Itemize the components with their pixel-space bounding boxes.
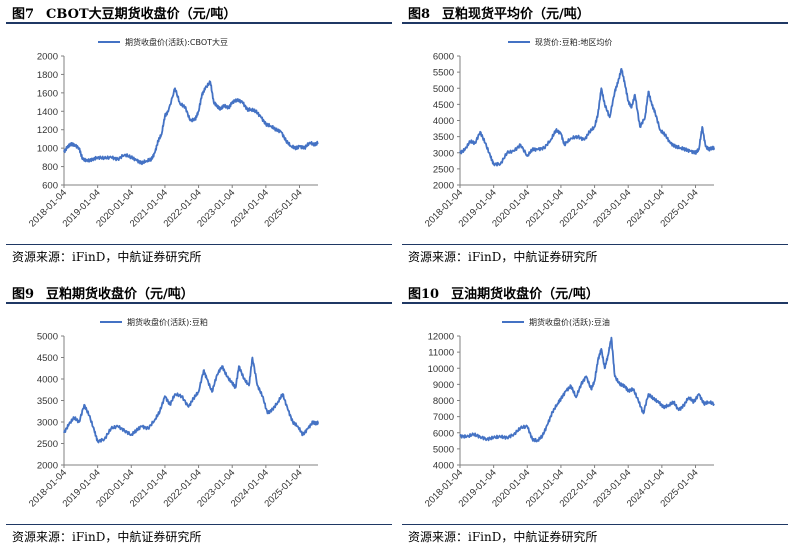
y-tick-label: 6000 — [433, 52, 454, 63]
panel-header: 图10 豆油期货收盘价（元/吨） — [402, 280, 788, 304]
legend-label: 期货收盘价(活跃):CBOT大豆 — [125, 37, 228, 47]
y-tick-label: 7000 — [433, 412, 454, 423]
y-tick-label: 1200 — [37, 125, 58, 136]
series-line — [63, 80, 319, 166]
figure-title: 豆粕现货平均价（元/吨） — [442, 7, 590, 22]
series-line — [459, 336, 715, 443]
y-tick-label: 5000 — [433, 444, 454, 455]
figure-number: 图9 — [12, 287, 35, 302]
figure-number: 图8 — [408, 7, 431, 22]
figure-number: 图10 — [408, 287, 440, 302]
y-tick-label: 5000 — [433, 84, 454, 95]
y-tick-label: 3000 — [37, 418, 58, 429]
chart-title: 图9 豆粕期货收盘价（元/吨） — [12, 283, 194, 302]
y-tick-label: 2000 — [37, 52, 58, 63]
y-tick-label: 2500 — [433, 164, 454, 175]
figure-number: 图7 — [12, 7, 35, 22]
y-tick-label: 1600 — [37, 88, 58, 99]
series-line — [459, 68, 715, 167]
y-tick-label: 1000 — [37, 144, 58, 155]
panel-header: 图9 豆粕期货收盘价（元/吨） — [6, 280, 392, 304]
chart-panel: 图8 豆粕现货平均价（元/吨） 资源来源：iFinD，中航证券研究所 2000 2500… — [396, 0, 792, 279]
y-tick-label: 5000 — [37, 332, 58, 343]
figure-title: 豆粕期货收盘价（元/吨） — [46, 287, 194, 302]
source-note: 资源来源：iFinD，中航证券研究所 — [6, 524, 392, 547]
series-line — [63, 356, 319, 444]
y-tick-label: 3500 — [37, 396, 58, 407]
y-tick-label: 8000 — [433, 396, 454, 407]
source-text: 资源来源：iFinD，中航证券研究所 — [12, 530, 202, 544]
source-text: 资源来源：iFinD，中航证券研究所 — [12, 250, 202, 264]
y-tick-label: 10000 — [428, 364, 454, 375]
source-note: 资源来源：iFinD，中航证券研究所 — [6, 244, 392, 267]
panel-header: 图8 豆粕现货平均价（元/吨） — [402, 0, 788, 24]
panel-header: 图7 CBOT大豆期货收盘价（元/吨） — [6, 0, 392, 24]
source-text: 资源来源：iFinD，中航证券研究所 — [408, 250, 598, 264]
line-chart: 6008001000120014001600180020002018-01-04… — [27, 37, 319, 229]
source-text: 资源来源：iFinD，中航证券研究所 — [408, 530, 598, 544]
source-note: 资源来源：iFinD，中航证券研究所 — [402, 244, 788, 267]
y-tick-label: 4000 — [433, 116, 454, 127]
line-chart: 2000250030003500400045005000550060002018… — [423, 37, 715, 229]
y-tick-label: 6000 — [433, 428, 454, 439]
y-tick-label: 2500 — [37, 439, 58, 450]
legend-label: 期货收盘价(活跃):豆粕 — [127, 317, 208, 327]
y-tick-label: 4000 — [37, 375, 58, 386]
y-tick-label: 4500 — [37, 353, 58, 364]
y-tick-label: 1800 — [37, 70, 58, 81]
legend-label: 现货价:豆粕:地区均价 — [535, 37, 612, 47]
figure-title: 豆油期货收盘价（元/吨） — [451, 287, 599, 302]
y-tick-label: 4000 — [433, 461, 454, 472]
chart-panel: 图7 CBOT大豆期货收盘价（元/吨） 资源来源：iFinD，中航证券研究所 600 8… — [0, 0, 396, 279]
chart-title: 图7 CBOT大豆期货收盘价（元/吨） — [12, 3, 236, 22]
y-tick-label: 800 — [42, 162, 58, 173]
y-tick-label: 12000 — [428, 332, 454, 343]
chart-title: 图8 豆粕现货平均价（元/吨） — [408, 3, 590, 22]
y-tick-label: 600 — [42, 181, 58, 192]
y-tick-label: 3000 — [433, 148, 454, 159]
y-tick-label: 5500 — [433, 68, 454, 79]
legend-label: 期货收盘价(活跃):豆油 — [529, 317, 610, 327]
y-tick-label: 2000 — [433, 181, 454, 192]
y-tick-label: 2000 — [37, 461, 58, 472]
chart-panel: 图10 豆油期货收盘价（元/吨） 资源来源：iFinD，中航证券研究所 4000 500… — [396, 280, 792, 559]
figure-title: CBOT大豆期货收盘价（元/吨） — [46, 7, 237, 22]
y-tick-label: 9000 — [433, 380, 454, 391]
y-tick-label: 3500 — [433, 132, 454, 143]
line-chart: 4000500060007000800090001000011000120002… — [423, 317, 715, 509]
source-note: 资源来源：iFinD，中航证券研究所 — [402, 524, 788, 547]
chart-panel: 图9 豆粕期货收盘价（元/吨） 资源来源：iFinD，中航证券研究所 2000 2500… — [0, 280, 396, 559]
y-tick-label: 11000 — [428, 348, 454, 359]
y-tick-label: 1400 — [37, 107, 58, 118]
chart-title: 图10 豆油期货收盘价（元/吨） — [408, 283, 599, 302]
line-chart: 20002500300035004000450050002018-01-0420… — [27, 317, 319, 509]
y-tick-label: 4500 — [433, 100, 454, 111]
